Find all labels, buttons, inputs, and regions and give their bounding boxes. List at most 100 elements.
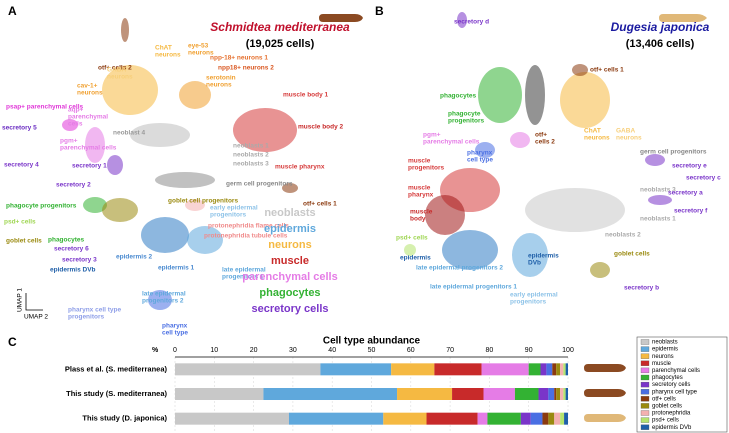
cluster-cloud [510,132,530,148]
cluster-cloud [525,65,545,125]
cluster-label: early epidermal [510,292,558,299]
bar-segment [565,363,568,376]
cluster-label: pharynx [408,192,434,199]
umap-axis-label: UMAP 1 [17,288,24,312]
cluster-label: pharynx [162,323,188,330]
cluster-label: pgm+ [60,138,78,145]
cluster-label: aqp+ [68,107,84,114]
cluster-label: npp-18+ neurons 1 [210,55,268,62]
cluster-label: cell type [162,330,188,337]
cluster-label: phagocytes [440,93,477,100]
cluster-label: secretory e [672,163,707,170]
cluster-label: secretory c [686,175,721,182]
group-legend-label: muscle [271,255,309,267]
cluster-cloud [404,244,416,256]
bar-segment [175,363,321,376]
cluster-label: neurons [107,74,133,81]
cluster-label: neoblasts 3 [640,187,676,194]
worm-icon [659,14,707,22]
cluster-label: protonephridia flame cells [208,223,289,230]
bar-segment [520,412,531,425]
cluster-label: goblet cells [6,238,42,245]
legend-swatch [640,403,650,409]
panel-letter: C [8,335,17,349]
legend-label: epidermis [652,347,678,353]
x-tick-label: 40 [328,347,336,354]
legend-box [636,336,728,433]
bar-segment [391,363,435,376]
bar-segment [530,412,543,425]
cluster-label: secretory a [668,190,703,197]
x-tick-label: 80 [486,347,494,354]
bar-segment [556,388,561,400]
x-tick-label: 20 [250,347,258,354]
bar-segment [483,388,515,400]
y-tick-label: This study (S. mediterranea) [66,389,167,398]
worm-icons [319,14,707,422]
group-legend-label: parenchymal cells [242,271,337,283]
cluster-label: pgm+ [423,132,441,139]
species-title: Schmidtea mediterranea [210,20,350,34]
bar-segment [434,363,482,376]
cluster-label: neurons [188,50,214,57]
cluster-label: pharynx [467,150,493,157]
cluster-label: goblet cell progenitors [168,198,238,205]
cluster-cloud [141,217,189,253]
cluster-label: neurons [206,82,232,89]
legend-label: otf+ cells [652,396,676,402]
cluster-label: germ cell progenitors [640,149,707,156]
bar-segment [563,388,566,400]
cluster-label: neoblasts 2 [233,152,269,159]
bar-segment [452,388,484,400]
worm-icon [319,14,363,22]
cluster-label: phagocytes [48,237,85,244]
cluster-label: epidermis DVb [50,267,96,274]
legend-swatch [640,353,650,359]
legend-label: parenchymal cells [652,368,700,374]
legend-swatch [640,367,650,374]
cell-count: (13,406 cells) [626,38,695,50]
worm-icon [584,389,626,397]
legend-swatch [640,396,650,402]
cluster-cloud [107,155,123,175]
cluster-label: secretory 6 [54,246,89,253]
x-tick-label: 60 [407,347,415,354]
legend-swatch [640,410,650,416]
cluster-cloud [457,12,467,28]
legend-swatch [640,381,650,388]
cluster-label: neoblasts 3 [233,161,269,168]
x-tick-label: 30 [289,347,297,354]
legend-swatch [640,374,650,381]
cluster-label: epidermis [528,253,559,260]
cluster-label: body [410,216,426,223]
cluster-label: cav-1+ [77,83,98,90]
cluster-label: secretory 4 [4,162,39,169]
legend-swatch [640,389,650,395]
cluster-label: progenitors 2 [142,298,184,305]
cluster-label: neoblasts 2 [605,232,641,239]
bar-segment [175,388,264,400]
cluster-label: secretory 2 [56,182,91,189]
cluster-cloud [442,230,498,270]
cluster-label: protonephridia tubule cells [204,233,288,240]
cluster-cloud [475,142,495,158]
cluster-label: pharynx cell type [68,307,121,314]
cluster-label: GABA [616,128,635,135]
cluster-label: cells 2 [535,139,555,146]
x-axis-label: % [152,347,159,354]
cluster-label: muscle [410,209,433,216]
bar-segment [546,363,553,376]
cluster-label: progenitors [210,212,246,219]
x-tick-label: 50 [368,347,376,354]
bar-segment [548,412,555,425]
cluster-label: eye-53 [188,43,209,50]
cluster-cloud [560,72,610,128]
worm-icon [584,364,626,372]
cluster-label: muscle body 1 [283,92,329,99]
bar-segment [514,388,539,400]
cluster-cloud [148,290,172,310]
bar-segment [554,412,561,425]
cluster-label: muscle pharynx [275,164,325,171]
cluster-label: secretory 3 [62,257,97,264]
cluster-cloud [121,18,129,42]
